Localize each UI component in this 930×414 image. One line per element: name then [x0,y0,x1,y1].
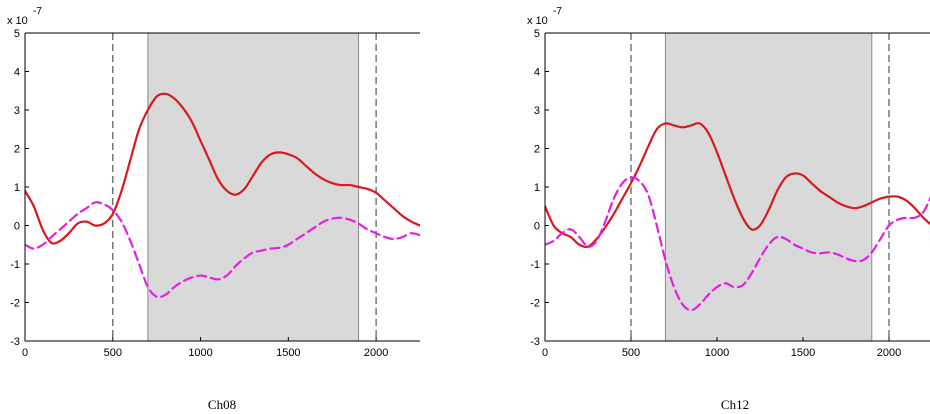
x-tick-label: 1000 [188,347,212,359]
series-group [545,122,930,312]
series-line-solid [25,92,420,245]
y-multiplier-base: x 10 [7,15,28,27]
x-tick-label: 1500 [791,347,815,359]
x-tick-label: 2000 [877,347,901,359]
y-tick-label: -3 [10,336,20,348]
series-line-dashed [25,201,420,299]
y-tick-label: 5 [14,28,20,40]
y-tick-label: -1 [530,259,540,271]
chart-panel-ch08: -3 -2 -1 0 1 2 3 4 5 0 500 1000 1500 2000 x 10 -7 Ch08 [7,6,420,412]
y-tick-label: 4 [534,67,540,79]
y-tick-label: 1 [534,182,540,194]
x-tick-label: 0 [22,347,28,359]
x-tick-label: 1500 [276,347,300,359]
y-tick-label: 0 [14,221,20,233]
x-tick-label: 0 [542,347,548,359]
shaded-region [664,32,873,342]
y-tick-label: 2 [534,144,540,156]
y-tick-label: 2 [14,144,20,156]
y-multiplier-base: x 10 [527,15,548,27]
y-tick-label: -3 [530,336,540,348]
series-line-dashed [545,176,930,312]
y-tick-label: -2 [10,298,20,310]
series-group [25,92,420,299]
y-multiplier-exponent: -7 [553,6,562,17]
y-tick-label: 5 [534,28,540,40]
chart-caption: Ch12 [721,397,749,412]
x-tick-label: 2000 [364,347,388,359]
shaded-region [147,32,360,342]
y-multiplier-exponent: -7 [33,6,42,17]
y-tick-label: -1 [10,259,20,271]
y-tick-label: 3 [14,105,20,117]
x-tick-label: 500 [622,347,640,359]
chart-panel-ch12: -3 -2 -1 0 1 2 3 4 5 0 500 1000 1500 2000 x 10 -7 Ch12 [527,6,930,412]
chart-caption: Ch08 [208,397,236,412]
y-tick-label: 1 [14,182,20,194]
y-tick-label: -2 [530,298,540,310]
y-tick-label: 4 [14,67,20,79]
x-tick-label: 1000 [705,347,729,359]
y-tick-label: 0 [534,221,540,233]
y-tick-label: 3 [534,105,540,117]
series-line-solid [545,122,930,249]
x-tick-label: 500 [104,347,122,359]
